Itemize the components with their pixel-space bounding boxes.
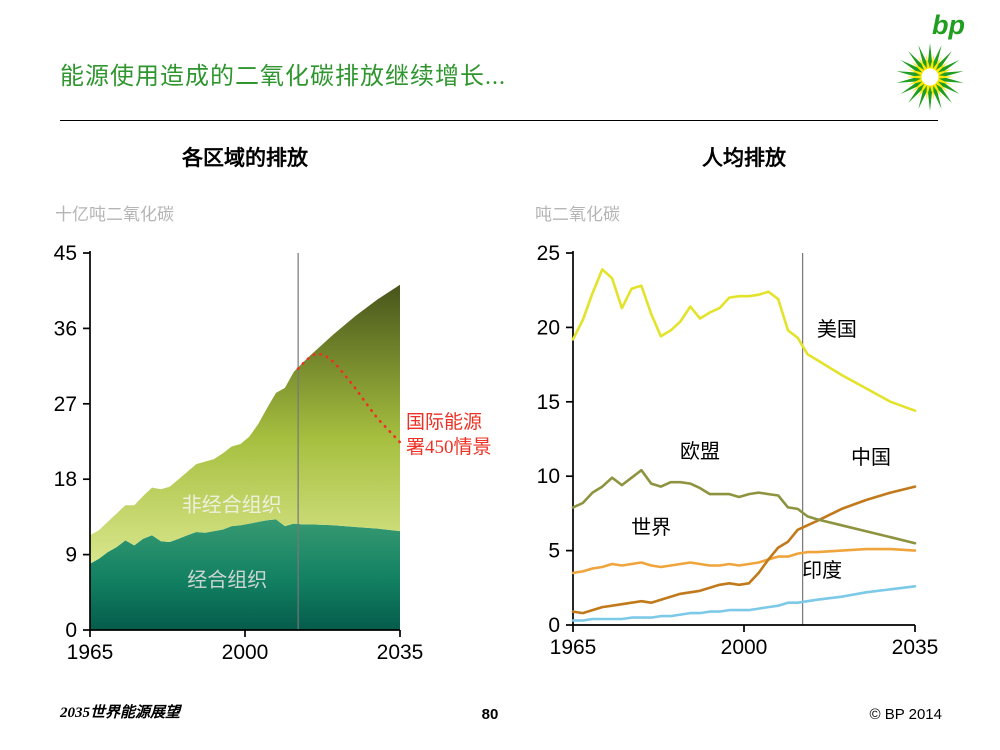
- slide-title: 能源使用造成的二氧化碳排放继续增长...: [60, 64, 506, 90]
- bp-helios-icon: [896, 43, 964, 111]
- footer-copyright: © BP 2014: [869, 706, 943, 723]
- svg-text:27: 27: [54, 393, 77, 416]
- svg-text:0: 0: [65, 619, 77, 642]
- svg-text:5: 5: [548, 540, 560, 563]
- page-number: 80: [481, 706, 499, 723]
- right-chart-title: 人均排放: [702, 146, 786, 170]
- svg-text:45: 45: [54, 242, 77, 265]
- iea-450-scenario-label-line2: 署450情景: [406, 437, 492, 458]
- svg-text:15: 15: [537, 391, 560, 414]
- svg-text:9: 9: [65, 544, 77, 567]
- left-chart-title: 各区域的排放: [182, 146, 308, 170]
- svg-text:2000: 2000: [721, 636, 768, 659]
- svg-text:10: 10: [537, 465, 560, 488]
- svg-text:25: 25: [537, 242, 560, 265]
- svg-text:世界: 世界: [631, 516, 671, 539]
- left-chart-unit-label: 十亿吨二氧化碳: [55, 205, 174, 224]
- title-divider: [60, 120, 938, 121]
- svg-text:2035: 2035: [377, 641, 424, 664]
- bp-logo: bp: [893, 12, 969, 118]
- svg-text:2000: 2000: [222, 641, 269, 664]
- svg-text:美国: 美国: [817, 318, 857, 341]
- svg-text:20: 20: [537, 316, 560, 339]
- svg-text:0: 0: [548, 614, 560, 637]
- right-chart-unit-label: 吨二氧化碳: [535, 205, 620, 224]
- svg-text:欧盟: 欧盟: [680, 440, 720, 463]
- iea-450-scenario-label-line1: 国际能源: [406, 412, 483, 433]
- svg-text:印度: 印度: [802, 559, 842, 582]
- iea-450-scenario-label: 国际能源 署450情景: [406, 410, 518, 460]
- svg-text:2035: 2035: [892, 636, 939, 659]
- svg-text:1965: 1965: [550, 636, 597, 659]
- svg-text:36: 36: [54, 317, 77, 340]
- svg-text:非经合组织: 非经合组织: [182, 493, 282, 516]
- svg-text:中国: 中国: [851, 446, 891, 469]
- svg-text:1965: 1965: [67, 641, 114, 664]
- svg-text:经合组织: 经合组织: [187, 569, 267, 592]
- bp-logo-text: bp: [932, 10, 965, 40]
- svg-text:18: 18: [54, 468, 77, 491]
- footer-report-title: 2035世界能源展望: [60, 705, 181, 721]
